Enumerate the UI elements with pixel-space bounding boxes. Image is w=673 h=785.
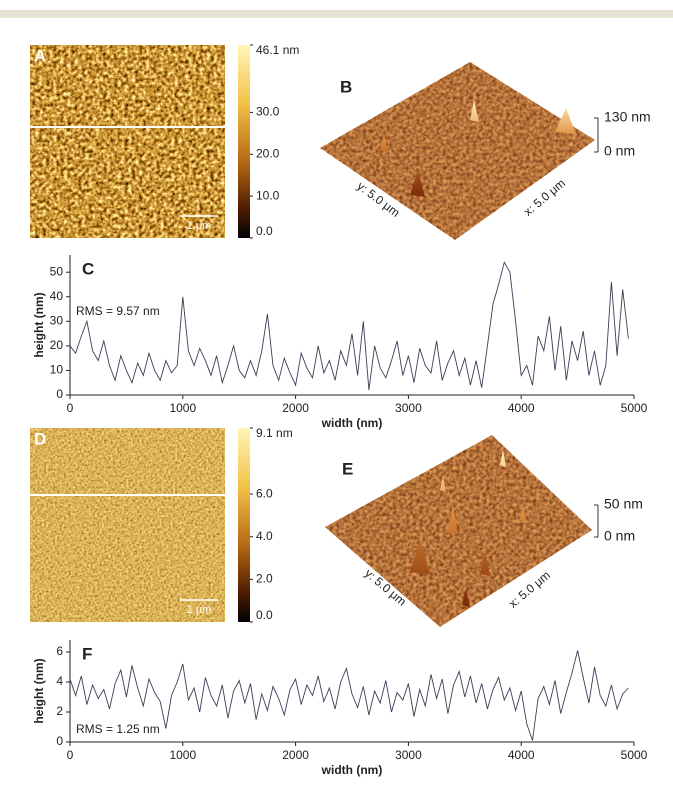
- profile-line: [69, 650, 629, 741]
- scale-bar-label: 1 μm: [187, 604, 212, 616]
- y-tick-label: 50: [50, 264, 64, 278]
- z-tick-label: 130 nm: [604, 109, 651, 125]
- x-tick-label: 4000: [508, 748, 535, 762]
- x-tick-label: 5000: [621, 748, 648, 762]
- panel-label: D: [34, 429, 46, 448]
- surface-3d: [325, 435, 592, 627]
- afm-image: [30, 428, 225, 622]
- y-tick-label: 10: [50, 363, 64, 377]
- y-tick-label: 4: [56, 674, 63, 688]
- x-tick-label: 2000: [282, 748, 309, 762]
- y-axis-label: height (nm): [32, 658, 46, 723]
- y-tick-label: 30: [50, 313, 64, 327]
- x-tick-label: 2000: [282, 401, 309, 415]
- x-axis-label: width (nm): [321, 763, 383, 777]
- z-tick-label: 0 nm: [604, 143, 635, 159]
- y-tick-label: 0: [56, 387, 63, 401]
- panel-label: B: [340, 77, 352, 96]
- profile-line: [69, 261, 629, 391]
- panel-label: A: [34, 46, 46, 65]
- panel-label: F: [82, 644, 92, 663]
- y-axis-label: height (nm): [32, 292, 46, 357]
- colorbar-tick-label: 30.0: [256, 105, 280, 119]
- top-band: [0, 10, 673, 18]
- y-tick-label: 40: [50, 289, 64, 303]
- colorbar-tick-label: 9.1 nm: [256, 426, 293, 440]
- x-tick-label: 1000: [169, 748, 196, 762]
- colorbar: [238, 45, 250, 238]
- annotation: RMS = 9.57 nm: [76, 304, 160, 318]
- colorbar-tick-label: 0.0: [256, 608, 273, 622]
- x-tick-label: 3000: [395, 748, 422, 762]
- colorbar-tick-label: 20.0: [256, 146, 280, 160]
- colorbar-tick-label: 2.0: [256, 572, 273, 586]
- afm-image: [30, 45, 225, 238]
- y-tick-label: 2: [56, 704, 63, 718]
- y-tick-label: 20: [50, 338, 64, 352]
- annotation: RMS = 1.25 nm: [76, 722, 160, 736]
- y-tick-label: 0: [56, 734, 63, 748]
- x-tick-label: 1000: [169, 401, 196, 415]
- x-tick-label: 4000: [508, 401, 535, 415]
- y-tick-label: 6: [56, 644, 63, 658]
- x-tick-label: 0: [67, 401, 74, 415]
- surface-3d: [320, 62, 595, 240]
- x-tick-label: 0: [67, 748, 74, 762]
- panel-label: E: [342, 459, 353, 478]
- colorbar-tick-label: 46.1 nm: [256, 43, 299, 57]
- scale-bar-label: 1 μm: [187, 220, 212, 232]
- surface-peak: [380, 100, 576, 197]
- panel-label: C: [82, 259, 94, 278]
- colorbar-tick-label: 10.0: [256, 188, 280, 202]
- colorbar-tick-label: 6.0: [256, 486, 273, 500]
- z-tick-label: 0 nm: [604, 528, 635, 544]
- colorbar: [238, 428, 250, 622]
- x-tick-label: 5000: [621, 401, 648, 415]
- x-axis-label: width (nm): [321, 416, 383, 430]
- colorbar-tick-label: 0.0: [256, 224, 273, 238]
- x-tick-label: 3000: [395, 401, 422, 415]
- colorbar-tick-label: 4.0: [256, 529, 273, 543]
- z-tick-label: 50 nm: [604, 496, 643, 512]
